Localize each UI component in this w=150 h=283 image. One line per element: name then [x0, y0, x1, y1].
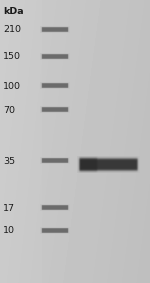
Text: 35: 35 — [3, 157, 15, 166]
Text: 10: 10 — [3, 226, 15, 235]
Text: 100: 100 — [3, 82, 21, 91]
Text: 17: 17 — [3, 203, 15, 213]
Text: 210: 210 — [3, 25, 21, 34]
Text: 150: 150 — [3, 52, 21, 61]
Text: 70: 70 — [3, 106, 15, 115]
Text: kDa: kDa — [3, 7, 24, 16]
